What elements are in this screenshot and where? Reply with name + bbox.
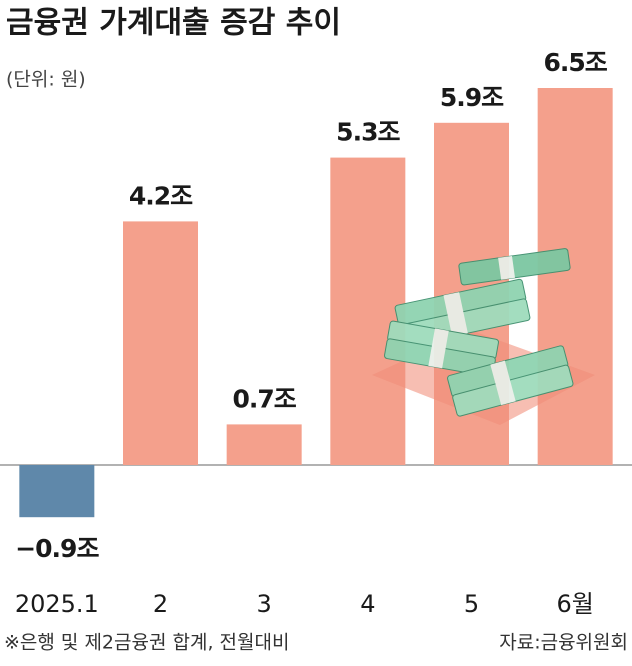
bar — [226, 424, 302, 465]
value-label: −0.9조 — [15, 534, 99, 563]
x-tick-label: 2 — [153, 590, 168, 618]
chart-subtitle: (단위: 원) — [6, 69, 86, 91]
note: ※은행 및 제2금융권 합계, 전월대비 — [4, 632, 289, 654]
chart-title: 금융권 가계대출 증감 추이 — [6, 6, 341, 41]
bar — [123, 221, 198, 465]
x-tick-label: 2025.1 — [15, 590, 99, 618]
value-label: 4.2조 — [129, 181, 193, 210]
value-label: 0.7조 — [233, 384, 297, 413]
x-tick-label: 6월 — [556, 590, 593, 618]
source: 자료:금융위원회 — [499, 632, 628, 654]
x-tick-label: 3 — [257, 590, 272, 618]
money-illustration — [372, 248, 595, 425]
value-label: 5.3조 — [336, 118, 400, 147]
bar — [330, 157, 406, 465]
bar — [19, 465, 95, 518]
x-tick-label: 5 — [464, 590, 479, 618]
bar — [537, 88, 613, 465]
x-tick-label: 4 — [360, 590, 375, 618]
value-label: 5.9조 — [440, 83, 504, 112]
value-label: 6.5조 — [544, 48, 608, 77]
